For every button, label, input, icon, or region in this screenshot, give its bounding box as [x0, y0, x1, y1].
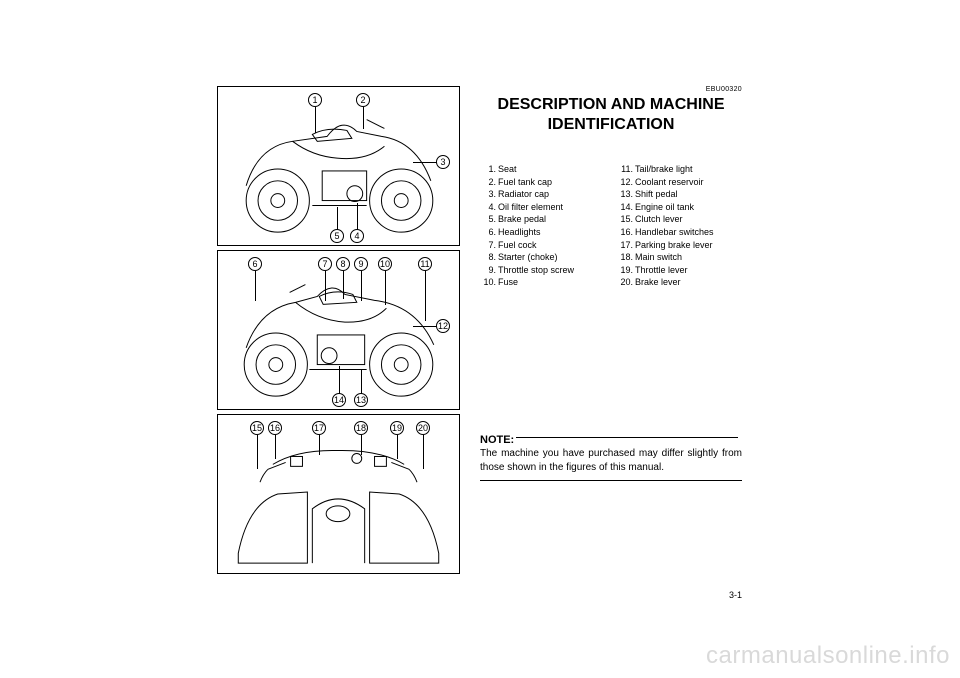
leader — [413, 326, 437, 327]
part-row: 9.Throttle stop screw — [480, 264, 605, 277]
leader — [337, 207, 338, 230]
page-title: DESCRIPTION AND MACHINE IDENTIFICATION — [480, 95, 742, 135]
note-text: The machine you have purchased may diffe… — [480, 447, 742, 474]
leader — [315, 107, 316, 133]
figure-1: 1 2 3 4 5 — [217, 86, 460, 246]
leader — [257, 435, 258, 469]
leader — [361, 435, 362, 455]
callout-8: 8 — [336, 257, 350, 271]
leader — [423, 435, 424, 469]
note-label: NOTE: — [480, 434, 514, 446]
leader — [343, 271, 344, 299]
callout-3: 3 — [436, 155, 450, 169]
figure-2: 6 7 8 9 10 11 12 13 14 — [217, 250, 460, 410]
part-row: 1.Seat — [480, 163, 605, 176]
leader — [363, 107, 364, 129]
text-column: EBU00320 DESCRIPTION AND MACHINE IDENTIF… — [480, 86, 742, 289]
parts-list: 1.Seat 2.Fuel tank cap 3.Radiator cap 4.… — [480, 163, 742, 289]
part-row: 18.Main switch — [617, 251, 742, 264]
callout-7: 7 — [318, 257, 332, 271]
part-row: 13.Shift pedal — [617, 188, 742, 201]
callout-20: 20 — [416, 421, 430, 435]
part-row: 16.Handlebar switches — [617, 226, 742, 239]
content-area: 1 2 3 4 5 — [217, 86, 742, 596]
part-row: 12.Coolant reservoir — [617, 176, 742, 189]
leader — [275, 435, 276, 459]
leader — [357, 203, 358, 230]
leader — [255, 271, 256, 301]
leader — [425, 271, 426, 321]
leader — [339, 366, 340, 394]
part-row: 8.Starter (choke) — [480, 251, 605, 264]
callout-1: 1 — [308, 93, 322, 107]
part-row: 10.Fuse — [480, 276, 605, 289]
part-row: 6.Headlights — [480, 226, 605, 239]
part-row: 14.Engine oil tank — [617, 201, 742, 214]
part-row: 20.Brake lever — [617, 276, 742, 289]
callout-19: 19 — [390, 421, 404, 435]
leader — [361, 369, 362, 394]
note-rule-top — [516, 437, 738, 438]
watermark: carmanualsonline.info — [706, 642, 950, 670]
callout-4: 4 — [350, 229, 364, 243]
callout-15: 15 — [250, 421, 264, 435]
parts-col-left: 1.Seat 2.Fuel tank cap 3.Radiator cap 4.… — [480, 163, 605, 289]
note-rule-bottom — [480, 480, 742, 481]
leader — [413, 162, 437, 163]
part-row: 5.Brake pedal — [480, 213, 605, 226]
leader — [325, 271, 326, 301]
leader — [361, 271, 362, 301]
part-row: 3.Radiator cap — [480, 188, 605, 201]
atv-right-illustration — [218, 87, 459, 245]
page-number: 3-1 — [729, 590, 742, 600]
callout-17: 17 — [312, 421, 326, 435]
figure-3: 15 16 17 18 19 20 — [217, 414, 460, 574]
part-row: 17.Parking brake lever — [617, 239, 742, 252]
callout-5: 5 — [330, 229, 344, 243]
callout-18: 18 — [354, 421, 368, 435]
title-line-2: IDENTIFICATION — [548, 116, 675, 133]
leader — [319, 435, 320, 455]
page: 1 2 3 4 5 — [0, 0, 960, 678]
leader — [385, 271, 386, 305]
parts-col-right: 11.Tail/brake light 12.Coolant reservoir… — [617, 163, 742, 289]
title-line-1: DESCRIPTION AND MACHINE — [498, 96, 725, 113]
figures-column: 1 2 3 4 5 — [217, 86, 460, 578]
callout-9: 9 — [354, 257, 368, 271]
callout-11: 11 — [418, 257, 432, 271]
note-block: NOTE: The machine you have purchased may… — [480, 434, 742, 481]
part-row: 2.Fuel tank cap — [480, 176, 605, 189]
callout-10: 10 — [378, 257, 392, 271]
callout-2: 2 — [356, 93, 370, 107]
part-row: 4.Oil filter element — [480, 201, 605, 214]
callout-14: 14 — [332, 393, 346, 407]
callout-13: 13 — [354, 393, 368, 407]
doc-code: EBU00320 — [480, 86, 742, 93]
part-row: 11.Tail/brake light — [617, 163, 742, 176]
leader — [397, 435, 398, 459]
callout-12: 12 — [436, 319, 450, 333]
part-row: 19.Throttle lever — [617, 264, 742, 277]
part-row: 7.Fuel cock — [480, 239, 605, 252]
callout-16: 16 — [268, 421, 282, 435]
callout-6: 6 — [248, 257, 262, 271]
part-row: 15.Clutch lever — [617, 213, 742, 226]
